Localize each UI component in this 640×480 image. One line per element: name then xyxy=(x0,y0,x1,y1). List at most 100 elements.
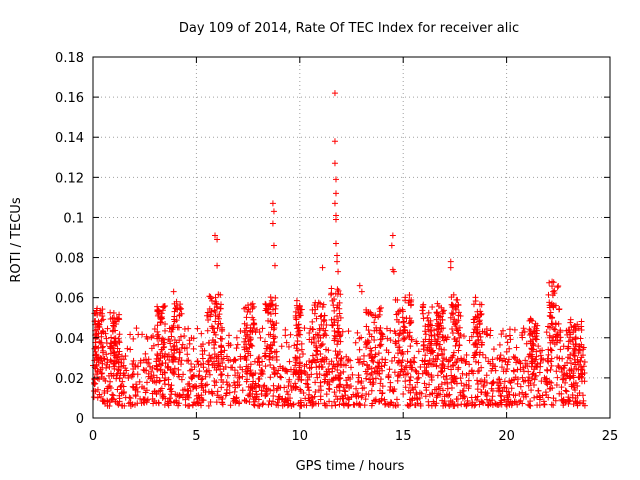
data-point xyxy=(184,351,191,358)
data-point xyxy=(286,376,293,383)
data-point xyxy=(171,318,178,325)
data-point xyxy=(243,398,250,405)
data-point xyxy=(97,354,104,361)
data-point xyxy=(550,325,557,332)
data-point xyxy=(473,349,480,356)
data-point xyxy=(426,381,433,388)
data-point xyxy=(563,388,570,395)
data-point xyxy=(335,325,342,332)
data-point xyxy=(567,331,574,338)
data-point xyxy=(420,310,427,317)
data-point xyxy=(99,328,106,335)
outlier-point xyxy=(335,268,342,275)
data-point xyxy=(154,303,161,310)
data-point xyxy=(149,365,156,372)
outlier-point xyxy=(269,220,276,227)
data-point xyxy=(270,393,277,400)
data-point xyxy=(98,370,105,377)
data-point xyxy=(251,384,258,391)
data-point xyxy=(566,373,573,380)
data-point xyxy=(555,283,562,290)
data-point xyxy=(381,362,388,369)
data-point xyxy=(395,318,402,325)
data-point xyxy=(580,346,587,353)
data-point xyxy=(322,402,329,409)
data-point xyxy=(241,329,248,336)
data-point xyxy=(472,358,479,365)
data-point xyxy=(298,402,305,409)
data-point xyxy=(257,334,264,341)
x-tick-label: 5 xyxy=(192,429,200,444)
data-point xyxy=(406,329,413,336)
y-tick-label: 0.1 xyxy=(63,211,84,226)
data-point xyxy=(318,321,325,328)
data-point xyxy=(285,343,292,350)
y-tick-label: 0.16 xyxy=(55,91,84,106)
data-point xyxy=(443,372,450,379)
data-point xyxy=(441,379,448,386)
data-point xyxy=(479,328,486,335)
data-point xyxy=(273,353,280,360)
data-point xyxy=(573,341,580,348)
data-point xyxy=(572,398,579,405)
data-point xyxy=(111,335,118,342)
data-point xyxy=(317,313,324,320)
data-point xyxy=(353,385,360,392)
data-point xyxy=(183,392,190,399)
data-point xyxy=(420,346,427,353)
data-point xyxy=(162,320,169,327)
data-point xyxy=(217,305,224,312)
data-point xyxy=(360,358,367,365)
data-point xyxy=(217,349,224,356)
data-point xyxy=(215,394,222,401)
data-point xyxy=(113,358,120,365)
data-point xyxy=(566,355,573,362)
data-point xyxy=(532,356,539,363)
data-point xyxy=(207,293,214,300)
data-point xyxy=(335,329,342,336)
data-point xyxy=(190,384,197,391)
data-point xyxy=(343,382,350,389)
data-point xyxy=(290,383,297,390)
data-point xyxy=(267,300,274,307)
data-point xyxy=(559,376,566,383)
data-point xyxy=(331,307,338,314)
data-point xyxy=(533,327,540,334)
data-point xyxy=(156,335,163,342)
data-point xyxy=(337,338,344,345)
data-point xyxy=(401,324,408,331)
data-point xyxy=(161,381,168,388)
data-point xyxy=(392,296,399,303)
data-point xyxy=(296,354,303,361)
data-point xyxy=(287,331,294,338)
data-point xyxy=(545,394,552,401)
data-point xyxy=(548,355,555,362)
data-point xyxy=(178,310,185,317)
data-point xyxy=(460,333,467,340)
data-point xyxy=(392,402,399,409)
data-point xyxy=(311,302,318,309)
data-point xyxy=(445,363,452,370)
data-point xyxy=(501,396,508,403)
data-point xyxy=(463,352,470,359)
data-point xyxy=(262,392,269,399)
outlier-point xyxy=(549,278,556,285)
outlier-point xyxy=(214,236,221,243)
data-point xyxy=(144,379,151,386)
data-point xyxy=(453,396,460,403)
data-point xyxy=(318,342,325,349)
data-point xyxy=(167,385,174,392)
data-point xyxy=(463,372,470,379)
data-point xyxy=(578,378,585,385)
outlier-point xyxy=(331,200,338,207)
data-point xyxy=(340,400,347,407)
data-point xyxy=(537,352,544,359)
data-point xyxy=(406,297,413,304)
x-tick-label: 10 xyxy=(292,429,309,444)
data-point xyxy=(266,303,273,310)
data-point xyxy=(483,372,490,379)
data-point xyxy=(448,366,455,373)
data-point xyxy=(517,360,524,367)
data-point xyxy=(317,379,324,386)
x-tick-label: 20 xyxy=(498,429,515,444)
